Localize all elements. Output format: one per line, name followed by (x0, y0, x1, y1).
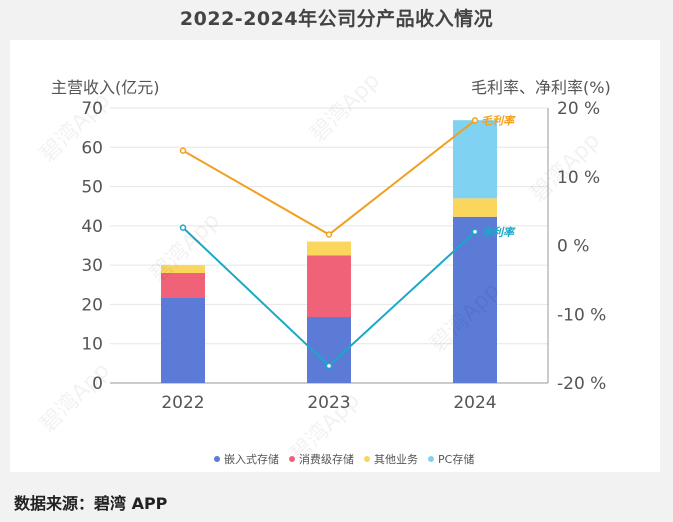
left-tick-label: 50 (81, 178, 103, 198)
left-tick-label: 0 (92, 374, 103, 394)
bar-consumer (161, 273, 205, 298)
right-tick-label: 0 % (557, 237, 589, 257)
left-tick-label: 40 (81, 217, 103, 237)
bar-other (307, 241, 351, 256)
bar-embedded (161, 297, 205, 383)
right-tick-label: 20 % (557, 99, 600, 119)
net-margin-point (179, 224, 187, 231)
net-margin-point (471, 228, 479, 235)
net-margin-point (325, 362, 333, 370)
legend-dot-embedded (214, 456, 220, 462)
left-axis-title: 主营收入(亿元) (51, 78, 160, 97)
left-tick-label: 10 (81, 335, 103, 355)
right-tick-label: 10 % (557, 168, 600, 188)
legend-dot-pc (428, 456, 434, 462)
left-tick-label: 60 (81, 138, 103, 158)
left-tick-label: 30 (81, 256, 103, 276)
gross-margin-point (179, 147, 187, 154)
gross-margin-point (325, 231, 333, 238)
gross-margin-line (182, 119, 476, 236)
left-tick-label: 70 (81, 99, 103, 119)
legend-item-other[interactable]: 其他业务 (364, 451, 418, 467)
bar-other (161, 265, 205, 273)
x-tick-label: 2023 (307, 393, 350, 413)
right-tick-label: -20 % (557, 374, 606, 394)
net-margin-label: 净利率 (481, 226, 516, 239)
right-axis-title: 毛利率、净利率(%) (471, 78, 611, 97)
x-tick-label: 2024 (453, 393, 496, 413)
legend: 嵌入式存储 消费级存储 其他业务 PC存储 (214, 450, 474, 468)
gross-margin-label: 毛利率 (481, 114, 516, 127)
gross-margin-point (471, 117, 479, 124)
right-tick-label: -10 % (557, 305, 606, 325)
x-tick-label: 2022 (161, 393, 204, 413)
legend-label-embedded: 嵌入式存储 (224, 453, 279, 466)
bar-pc (453, 120, 497, 199)
left-tick-label: 20 (81, 295, 103, 315)
legend-dot-consumer (289, 456, 295, 462)
legend-label-consumer: 消费级存储 (299, 453, 354, 466)
chart-title: 2022-2024年公司分产品收入情况 (179, 8, 494, 30)
legend-label-other: 其他业务 (374, 453, 418, 466)
legend-label-pc: PC存储 (438, 453, 475, 466)
data-source: 数据来源：碧湾 APP (14, 494, 168, 513)
legend-item-pc[interactable]: PC存储 (428, 451, 474, 467)
legend-item-consumer[interactable]: 消费级存储 (289, 451, 354, 467)
legend-item-embedded[interactable]: 嵌入式存储 (214, 451, 279, 467)
legend-dot-other (364, 456, 370, 462)
bar-consumer (307, 255, 351, 317)
bar-other (453, 198, 497, 217)
bar-embedded (453, 216, 497, 383)
bar-embedded (307, 317, 351, 383)
